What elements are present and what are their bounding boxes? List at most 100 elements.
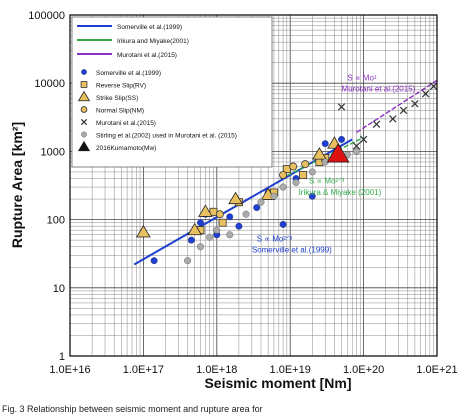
data-point bbox=[184, 257, 192, 265]
figure-caption: Fig. 3 Relationship between seismic mome… bbox=[2, 404, 263, 414]
chart-annotation: S ∝ Mo¹ bbox=[347, 73, 377, 82]
legend-marker bbox=[81, 69, 87, 75]
data-point bbox=[197, 219, 204, 227]
x-stroke bbox=[399, 106, 408, 115]
data-point bbox=[226, 231, 234, 239]
legend-entry: Somerville et al.(1999) bbox=[96, 70, 161, 77]
x-stroke bbox=[389, 115, 397, 123]
legend-entry: Stirling et al.(2002) used in Murotani e… bbox=[96, 133, 237, 140]
data-point bbox=[299, 171, 308, 180]
data-point bbox=[235, 222, 243, 230]
x-tick-label: 1.0E+18 bbox=[196, 364, 237, 376]
y-tick-label: 1 bbox=[59, 351, 65, 363]
legend-entry: Murotani et al.(2015) bbox=[96, 120, 156, 127]
data-point bbox=[301, 160, 310, 169]
data-point bbox=[279, 171, 288, 180]
plot-border bbox=[69, 14, 438, 357]
x-stroke bbox=[359, 135, 368, 144]
annotations: S ∝ Mo¹ Murotani et al.(2015) S ∝ Mo²ᐟ³ Iri… bbox=[252, 73, 416, 254]
legend-box bbox=[71, 16, 273, 168]
legend-entry: Normal Slip(NM) bbox=[96, 108, 144, 115]
y-tick-label: 1000 bbox=[41, 146, 65, 158]
chart-annotation: Murotani et al.(2015) bbox=[342, 85, 416, 94]
legend-entry: Strike Slip(SS) bbox=[96, 95, 138, 102]
data-point bbox=[279, 220, 287, 228]
y-tick-label: 10000 bbox=[34, 78, 65, 90]
data-point bbox=[279, 183, 287, 191]
x-stroke bbox=[372, 120, 381, 128]
data-point bbox=[372, 120, 381, 128]
data-point bbox=[257, 198, 265, 206]
x-stroke bbox=[421, 90, 430, 98]
legend-entry: Murotani et al.(2015) bbox=[117, 52, 177, 59]
legend-marker bbox=[77, 90, 91, 102]
data-point bbox=[136, 224, 151, 238]
regression-line bbox=[356, 79, 438, 133]
data-point bbox=[215, 210, 224, 219]
data-point bbox=[352, 142, 361, 150]
x-tick-label: 1.0E+21 bbox=[416, 364, 457, 376]
data-point bbox=[242, 210, 250, 218]
data-point bbox=[197, 243, 204, 251]
data-point bbox=[321, 140, 329, 148]
data-point bbox=[206, 233, 214, 241]
data-point bbox=[359, 135, 368, 144]
data-point bbox=[228, 191, 243, 205]
data-point bbox=[187, 236, 195, 244]
data-point bbox=[399, 106, 408, 115]
x-tick-label: 1.0E+17 bbox=[123, 364, 164, 376]
data-point bbox=[337, 103, 346, 111]
x-stroke bbox=[80, 118, 88, 126]
data-point bbox=[353, 147, 360, 155]
data-point bbox=[326, 142, 350, 163]
y-axis-label: Rupture Area [km²] bbox=[9, 122, 25, 248]
chart-annotation: S ∝ Mo²ᐟ³ bbox=[257, 234, 293, 243]
x-axis-label: Seismic moment [Nm] bbox=[204, 375, 351, 391]
x-tick-label: 1.0E+19 bbox=[270, 364, 311, 376]
legend-entry: Somerville et al.(1999) bbox=[117, 24, 182, 31]
legend-marker bbox=[80, 106, 88, 113]
data-point bbox=[218, 218, 227, 227]
tick-labels: 1.0E+16 1.0E+17 1.0E+18 1.0E+19 1.0E+20 1.0E+… bbox=[28, 10, 457, 376]
y-tick-label: 10 bbox=[53, 283, 65, 295]
x-stroke bbox=[352, 142, 361, 150]
data-point bbox=[308, 168, 316, 176]
data-point bbox=[389, 115, 397, 123]
data-point bbox=[150, 257, 158, 265]
legend-marker bbox=[81, 131, 87, 138]
data-points bbox=[136, 82, 438, 265]
legend: Somerville et al.(1999) Irikura and Miyak… bbox=[71, 16, 273, 168]
legend-marker bbox=[80, 81, 88, 88]
data-point bbox=[270, 192, 278, 200]
data-point bbox=[429, 82, 438, 91]
data-point bbox=[312, 147, 327, 160]
x-tick-label: 1.0E+20 bbox=[343, 364, 384, 376]
data-point bbox=[198, 204, 213, 217]
data-point bbox=[213, 226, 221, 234]
legend-marker bbox=[80, 118, 88, 126]
plot-frame bbox=[69, 14, 438, 357]
data-point bbox=[253, 204, 261, 212]
y-tick-label: 100000 bbox=[28, 10, 65, 22]
chart-annotation: S ∝ Mo²ᐟ³ bbox=[309, 176, 345, 185]
data-point bbox=[292, 179, 300, 186]
legend-entry: Reverse Slip(RV) bbox=[96, 83, 146, 90]
x-tick-label: 1.0E+16 bbox=[49, 364, 90, 376]
data-point bbox=[338, 135, 345, 143]
data-point bbox=[289, 162, 298, 171]
data-point bbox=[411, 100, 419, 108]
x-stroke bbox=[411, 100, 419, 108]
data-point bbox=[308, 192, 316, 200]
y-tick-label: 100 bbox=[47, 215, 65, 227]
legend-entry: 2016Kumamoto(Mw) bbox=[96, 145, 156, 152]
x-stroke bbox=[429, 82, 438, 91]
data-point bbox=[421, 90, 430, 98]
chart-annotation: Irikura & Miyake (2001) bbox=[299, 188, 382, 197]
data-point bbox=[226, 213, 234, 221]
x-stroke bbox=[337, 103, 346, 111]
legend-entry: Irikura and Miyake(2001) bbox=[117, 38, 189, 45]
data-point bbox=[187, 222, 203, 236]
legend-marker bbox=[77, 140, 91, 152]
chart-annotation: Somerville et al.(1999) bbox=[252, 245, 332, 254]
